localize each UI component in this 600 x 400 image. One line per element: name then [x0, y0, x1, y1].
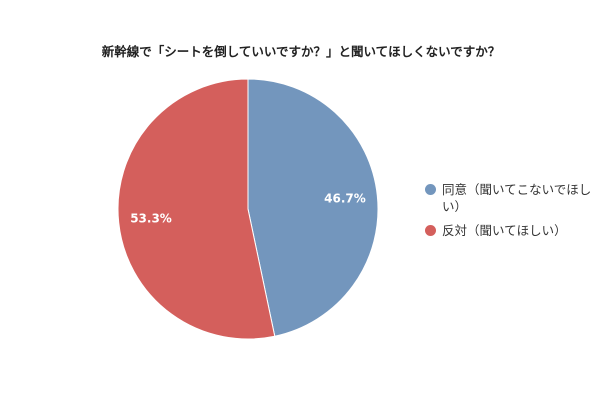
legend-marker: [425, 225, 436, 236]
legend-label: 反対（聞いてほしい）: [442, 223, 567, 238]
legend: 同意（聞いてこないでほしい） 反対（聞いてほしい）: [425, 181, 599, 246]
value-label: 46.7%: [324, 191, 366, 205]
pie-slice: [247, 78, 379, 337]
chart-title: 新幹線で「シートを倒していいですか？」と聞いてほしくないですか？: [102, 44, 501, 59]
legend-marker: [425, 184, 436, 195]
legend-label: 同意（聞いてこないでほしい）: [442, 182, 592, 214]
pie-slice: [117, 78, 276, 340]
legend-item: 反対（聞いてほしい）: [425, 222, 599, 239]
pie: 46.7% 53.3%: [117, 78, 379, 340]
value-label: 53.3%: [130, 212, 172, 226]
legend-item: 同意（聞いてこないでほしい）: [425, 181, 599, 215]
